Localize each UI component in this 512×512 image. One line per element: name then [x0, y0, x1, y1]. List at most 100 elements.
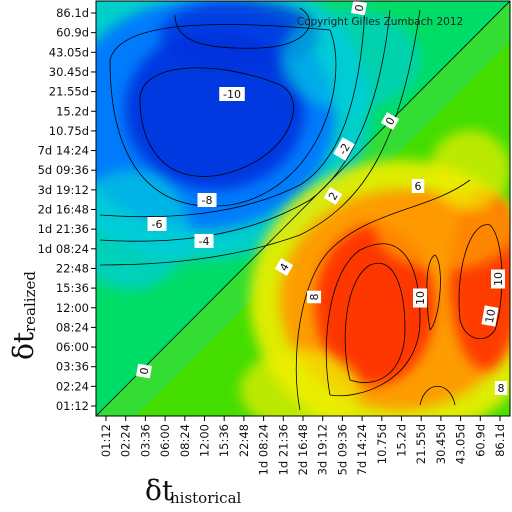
x-tick-label: 06:00	[158, 424, 172, 457]
y-tick-label: 01:12	[56, 399, 89, 413]
heat-region	[430, 130, 510, 210]
x-tick-label: 21.55d	[414, 424, 428, 464]
x-tick-label: 1d 21:36	[276, 424, 290, 475]
contour-label: 4	[274, 258, 294, 276]
x-tick-label: 43.05d	[454, 424, 468, 464]
y-tick-label: 15:36	[56, 281, 89, 295]
x-tick-label: 60.9d	[473, 424, 487, 457]
contour-label-text: -10	[223, 88, 241, 101]
contour-line	[458, 224, 503, 340]
x-tick-label: 30.45d	[434, 424, 448, 464]
x-tick-label: 2d 16:48	[296, 424, 310, 475]
contour-line	[99, 9, 391, 242]
contour-line	[344, 262, 406, 383]
contour-label-text: 0	[352, 4, 366, 13]
contour-label: 8	[494, 381, 508, 395]
heat-region	[375, 190, 510, 270]
contour-label: 8	[307, 290, 321, 304]
contour-line	[295, 179, 471, 411]
y-tick-label: 08:24	[56, 320, 89, 334]
y-tick-label: 21.55d	[49, 85, 89, 99]
contour-label: 6	[411, 179, 425, 193]
contour-label: 10	[481, 305, 499, 327]
x-tick-label: 15.2d	[395, 424, 409, 457]
contour-line	[325, 243, 421, 397]
contour-label-text: -4	[199, 235, 210, 248]
x-tick-label: 03:36	[138, 424, 152, 457]
contour-line	[109, 24, 337, 207]
contour-label: 10	[413, 288, 427, 308]
y-tick-label: 1d 08:24	[38, 242, 89, 256]
y-tick-label: 2d 16:48	[38, 203, 89, 217]
contour-label: 0	[351, 0, 367, 16]
contour-line	[139, 67, 294, 177]
heat-region	[96, 170, 190, 290]
contour-line	[96, 1, 510, 416]
contour-label: 0	[380, 112, 400, 130]
contour-label: -10	[219, 87, 245, 101]
x-tick-label: 86.1d	[493, 424, 507, 457]
contour-labels: -10 -8 -6 -4 -2 0 0 0 2 4 6 8 8 10 10 10	[136, 0, 508, 395]
y-tick-label: 30.45d	[49, 65, 89, 79]
y-tick-label: 15.2d	[56, 104, 89, 118]
contour-label-text: -6	[152, 218, 163, 231]
y-tick-label: 06:00	[56, 340, 89, 354]
y-axis-label-sub: realized	[21, 271, 39, 332]
copyright-text: Copyright Gilles Zumbach 2012	[297, 16, 463, 28]
contour-label-text: 8	[498, 382, 505, 395]
contour-label-text: 8	[308, 294, 321, 301]
x-tick-label: 15:36	[217, 424, 231, 457]
contour-label: -4	[194, 234, 214, 248]
x-tick-label: 7d 14:24	[355, 424, 369, 475]
contour-line	[99, 9, 366, 218]
contour-lines	[96, 1, 510, 416]
y-tick-label: 3d 19:12	[38, 183, 89, 197]
contour-line	[99, 9, 421, 266]
heatmap-surface	[96, 1, 510, 416]
contour-label: 2	[323, 187, 343, 205]
y-tick-label: 12:00	[56, 301, 89, 315]
contour-label-text: 10	[492, 272, 505, 286]
x-tick-label: 22:48	[237, 424, 251, 457]
x-tick-label: 5d 09:36	[335, 424, 349, 475]
contour-label: -8	[197, 193, 217, 207]
x-tick-label: 3d 19:12	[316, 424, 330, 475]
y-tick-label: 22:48	[56, 261, 89, 275]
y-tick-label: 43.05d	[49, 45, 89, 59]
y-tick-label: 5d 09:36	[38, 163, 89, 177]
heat-region	[240, 350, 360, 416]
x-tick-label: 12:00	[198, 424, 212, 457]
x-tick-label: 10.75d	[375, 424, 389, 464]
heat-region	[160, 1, 320, 70]
y-axis-label-main: δt	[7, 331, 40, 360]
heat-region	[280, 10, 420, 110]
x-tick-label: 1d 08:24	[257, 424, 271, 475]
contour-label-text: -8	[202, 194, 213, 207]
contour-label: 10	[491, 269, 505, 289]
y-axis-label: δt realized	[7, 271, 40, 360]
y-tick-label: 7d 14:24	[38, 144, 89, 158]
contour-label-text: 10	[483, 308, 498, 324]
contour-label: -2	[333, 137, 355, 161]
x-tick-label: 02:24	[119, 424, 133, 457]
contour-line	[419, 386, 456, 406]
contour-label: -6	[147, 217, 167, 231]
contour-label-text: 10	[414, 291, 427, 305]
contour-label: 0	[136, 363, 152, 379]
y-tick-label: 02:24	[56, 379, 89, 393]
y-axis-ticks: 01:12 02:24 03:36 06:00 08:24 12:00 15:36 22:48…	[38, 6, 96, 413]
contour-line	[174, 7, 310, 49]
x-axis-label: δt historical	[145, 474, 242, 507]
y-tick-label: 86.1d	[56, 6, 89, 20]
contour-label-text: 0	[137, 367, 151, 376]
y-tick-label: 10.75d	[49, 124, 89, 138]
y-tick-label: 1d 21:36	[38, 222, 89, 236]
x-tick-label: 01:12	[99, 424, 113, 457]
contour-label-text: 6	[415, 180, 422, 193]
x-axis-label-sub: historical	[170, 489, 242, 507]
heat-region	[125, 30, 305, 190]
y-tick-label: 03:36	[56, 360, 89, 374]
x-tick-label: 08:24	[178, 424, 192, 457]
